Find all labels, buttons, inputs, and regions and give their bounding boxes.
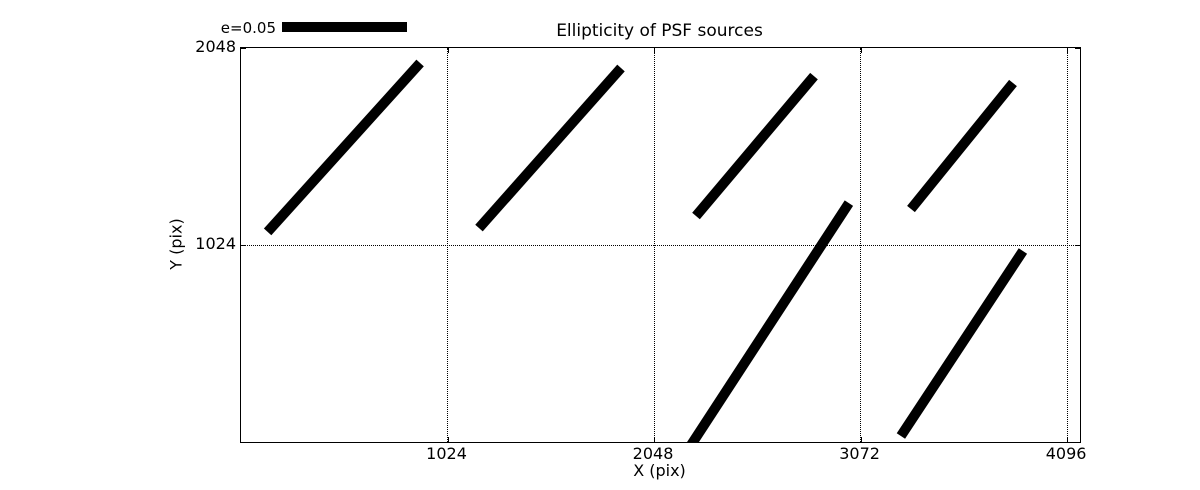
tick-x-bottom-1024 xyxy=(447,437,449,442)
chart-title: Ellipticity of PSF sources xyxy=(556,21,763,41)
legend-line-sample xyxy=(282,22,407,32)
ellipticity-whisker-5 xyxy=(687,200,854,442)
ellipticity-whisker-2 xyxy=(475,64,625,232)
gridline-y-1024 xyxy=(241,244,1080,246)
whisker-layer xyxy=(263,59,1028,442)
legend-label: e=0.05 xyxy=(220,19,276,37)
x-tick-label-4096: 4096 xyxy=(1045,444,1087,463)
tick-x-bottom-3072 xyxy=(860,437,862,442)
x-axis-label: X (pix) xyxy=(633,461,686,480)
tick-x-top-2048 xyxy=(654,48,656,53)
ellipticity-whisker-4 xyxy=(907,79,1017,213)
x-tick-label-3072: 3072 xyxy=(839,444,880,463)
tick-x-top-4096 xyxy=(1067,48,1069,53)
tick-y-left-2048 xyxy=(241,48,246,49)
tick-y-right-2048 xyxy=(1075,48,1080,49)
tick-x-bottom-2048 xyxy=(654,437,656,442)
ellipticity-whisker-6 xyxy=(896,248,1028,439)
tick-x-top-1024 xyxy=(447,48,449,53)
y-tick-label-2048: 2048 xyxy=(195,37,236,56)
ellipticity-whisker-1 xyxy=(263,59,424,236)
x-tick-label-1024: 1024 xyxy=(426,444,467,463)
x-tick-label-2048: 2048 xyxy=(632,444,674,463)
tick-x-bottom-4096 xyxy=(1067,437,1069,442)
tick-x-top-3072 xyxy=(860,48,862,53)
ellipticity-whisker-3 xyxy=(692,72,818,220)
y-tick-label-1024: 1024 xyxy=(195,234,236,253)
tick-y-right-1024 xyxy=(1075,245,1080,246)
plot-area xyxy=(240,47,1081,443)
tick-y-left-1024 xyxy=(241,245,246,246)
